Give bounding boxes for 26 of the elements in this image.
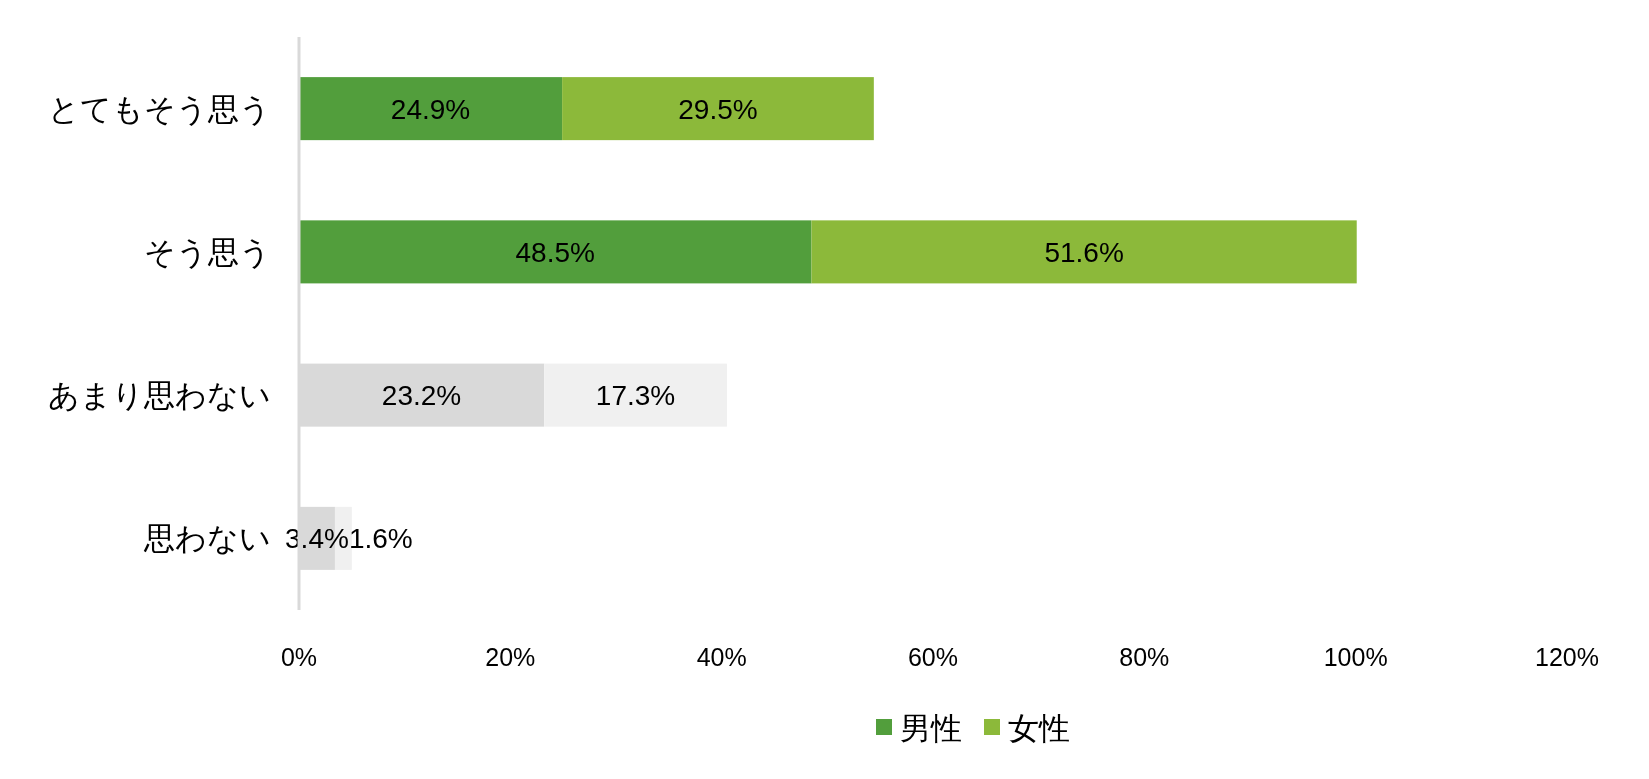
bar [544,363,727,427]
y-tick-label: とてもそう思う [48,91,271,127]
bar [299,77,563,141]
data-label: 1.6% [348,523,413,555]
bar [299,220,812,284]
data-label: 24.9% [390,93,471,125]
x-tick-label: 20% [485,643,536,671]
x-tick-label: 120% [1535,643,1599,671]
legend-label: 男性 [900,711,962,746]
bar [811,220,1357,284]
data-label: 29.5% [678,93,758,125]
data-label: 48.5% [515,236,595,268]
legend-label: 女性 [1008,711,1070,746]
data-label: 51.6% [1044,236,1124,268]
x-tick-label: 80% [1119,643,1170,671]
y-tick-label: そう思う [144,234,271,270]
x-tick-label: 40% [696,643,747,671]
data-label: 23.2% [381,380,462,412]
data-label: 17.3% [595,380,676,412]
y-tick-label: 思わない [143,521,271,557]
x-tick-label: 0% [280,643,318,671]
data-label: 3.4% [285,523,349,555]
bar [562,77,874,141]
x-tick-label: 60% [907,643,959,671]
x-tick-label: 100% [1323,643,1388,671]
y-tick-label: あまり思わない [48,378,271,414]
